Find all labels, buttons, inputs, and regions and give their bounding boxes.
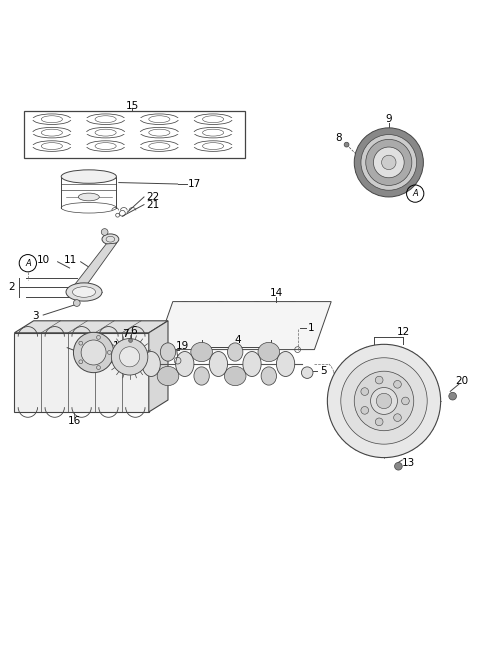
Circle shape [301, 367, 313, 379]
Ellipse shape [72, 287, 96, 297]
Text: 21: 21 [146, 199, 159, 210]
Text: A: A [412, 189, 418, 198]
Circle shape [376, 394, 392, 409]
Circle shape [101, 229, 108, 236]
Text: 18: 18 [112, 341, 126, 351]
Text: 1: 1 [308, 323, 314, 333]
Ellipse shape [194, 367, 209, 385]
Text: 8: 8 [336, 133, 342, 144]
Text: 2: 2 [9, 282, 15, 292]
Circle shape [120, 347, 140, 367]
Circle shape [73, 333, 114, 373]
Circle shape [129, 338, 132, 342]
Circle shape [341, 358, 427, 444]
Text: 20: 20 [456, 376, 469, 386]
Circle shape [395, 462, 402, 470]
Ellipse shape [243, 352, 261, 377]
Text: 5: 5 [321, 366, 327, 376]
Circle shape [344, 142, 349, 147]
Ellipse shape [176, 352, 194, 377]
Circle shape [361, 388, 369, 396]
Ellipse shape [209, 352, 228, 377]
Ellipse shape [191, 342, 212, 361]
Text: 10: 10 [36, 255, 50, 265]
Ellipse shape [258, 342, 279, 361]
Circle shape [394, 414, 401, 421]
Text: 17: 17 [188, 179, 202, 189]
Text: 16: 16 [68, 416, 81, 426]
Text: 7: 7 [122, 329, 129, 339]
Circle shape [361, 134, 417, 190]
Circle shape [394, 380, 401, 388]
Circle shape [373, 147, 404, 178]
Circle shape [375, 377, 383, 384]
Ellipse shape [142, 352, 160, 377]
Circle shape [449, 392, 456, 400]
Ellipse shape [160, 343, 176, 361]
Text: 19: 19 [176, 341, 189, 351]
Ellipse shape [261, 367, 276, 385]
Text: 13: 13 [401, 459, 415, 468]
Ellipse shape [276, 352, 295, 377]
Circle shape [382, 155, 396, 170]
Polygon shape [14, 321, 168, 333]
Circle shape [371, 388, 397, 415]
Text: 12: 12 [396, 327, 410, 337]
Ellipse shape [102, 234, 119, 245]
Circle shape [354, 128, 423, 197]
Circle shape [111, 338, 148, 375]
Polygon shape [156, 302, 331, 350]
Text: 4: 4 [234, 335, 241, 345]
Circle shape [354, 371, 414, 431]
Ellipse shape [228, 343, 243, 361]
Circle shape [375, 418, 383, 426]
Text: A: A [25, 258, 31, 268]
Text: 22: 22 [146, 192, 159, 202]
Polygon shape [73, 243, 117, 286]
Ellipse shape [224, 367, 246, 386]
Polygon shape [149, 321, 168, 412]
Bar [24, 111, 245, 157]
Text: 6: 6 [130, 327, 137, 337]
Polygon shape [14, 333, 149, 412]
Text: 15: 15 [125, 101, 139, 111]
Circle shape [402, 397, 409, 405]
Ellipse shape [157, 367, 179, 386]
Ellipse shape [78, 193, 99, 201]
Circle shape [366, 139, 412, 186]
Ellipse shape [66, 283, 102, 301]
Text: 9: 9 [385, 114, 392, 124]
Circle shape [73, 300, 80, 306]
Text: 3: 3 [32, 312, 39, 321]
Ellipse shape [61, 170, 117, 183]
Circle shape [81, 340, 106, 365]
Circle shape [327, 344, 441, 458]
Circle shape [361, 407, 369, 414]
Text: 14: 14 [269, 289, 283, 298]
Text: 11: 11 [64, 255, 77, 265]
